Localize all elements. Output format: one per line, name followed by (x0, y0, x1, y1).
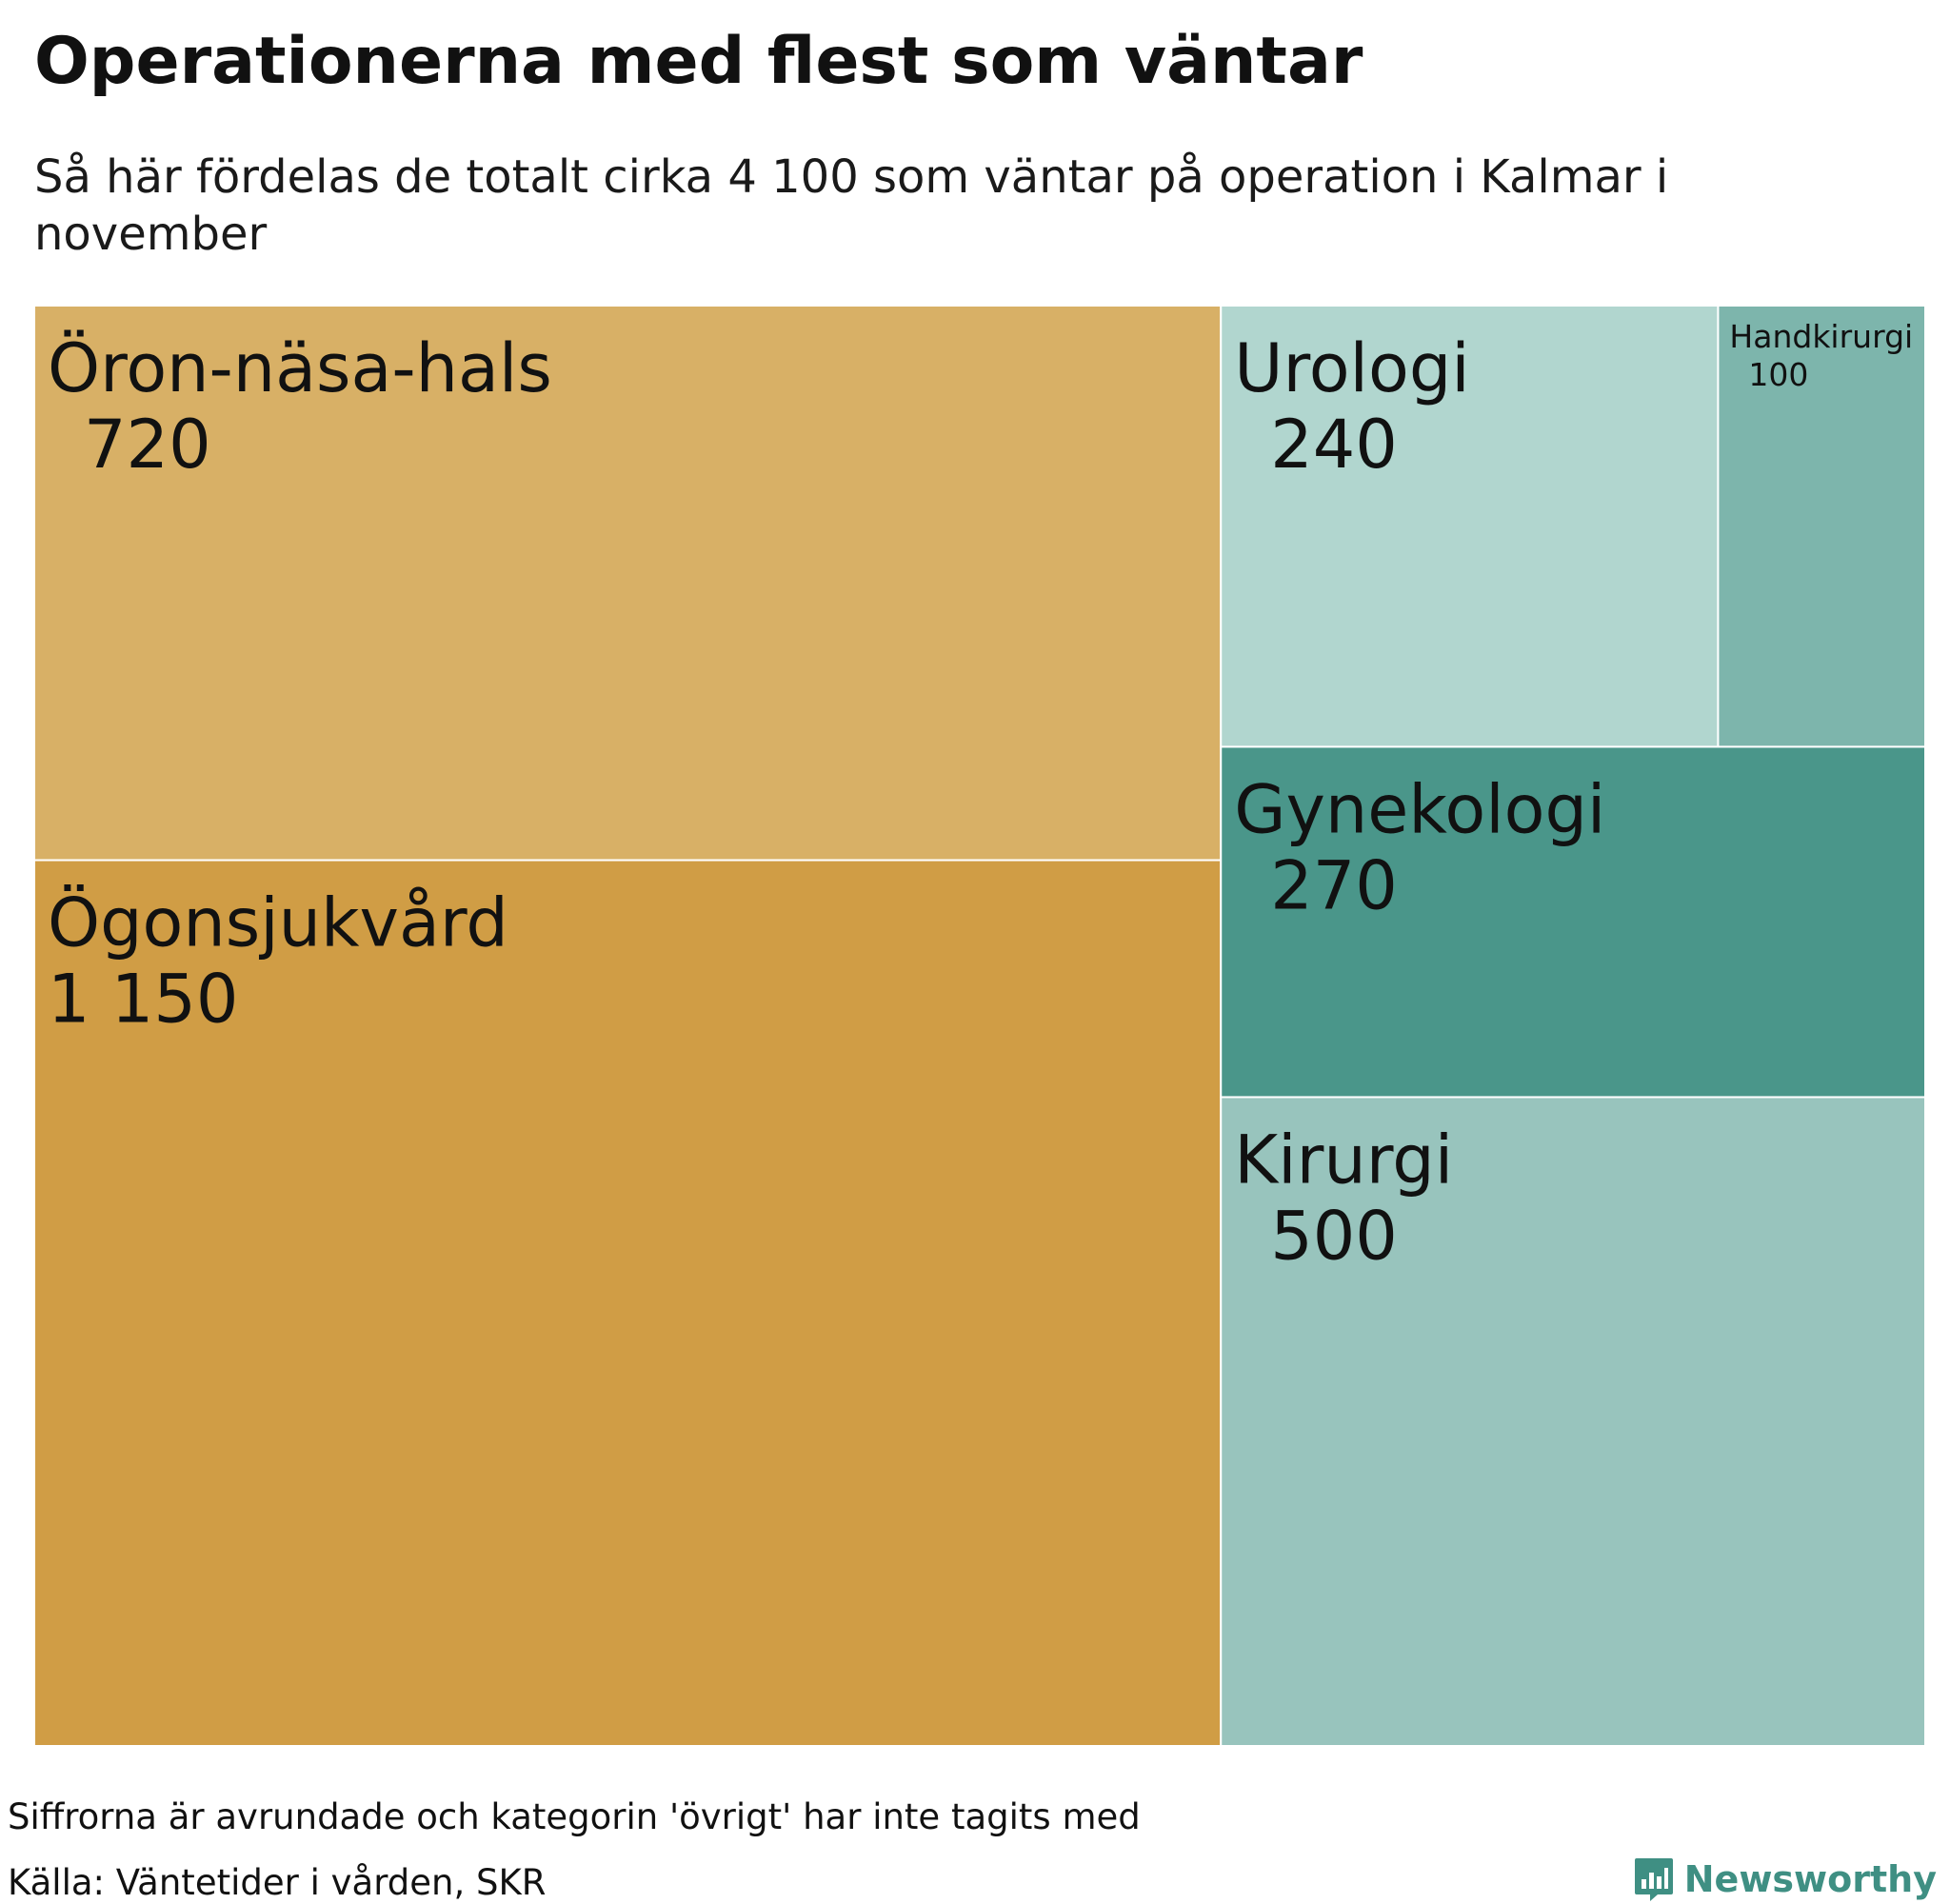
treemap-label: Urologi (1234, 329, 1469, 407)
treemap-value: 1 150 (48, 961, 238, 1039)
treemap-value: 100 (1748, 356, 1808, 393)
treemap-value: 270 (1270, 846, 1398, 924)
treemap-value: 240 (1270, 406, 1398, 484)
chart-title: Operationerna med flest som väntar (34, 24, 1363, 99)
source-text: Källa: Väntetider i vården, SKR (8, 1862, 547, 1903)
treemap-value: 720 (84, 406, 211, 484)
treemap-label: Gynekologi (1234, 770, 1605, 848)
brand-name: Newsworthy (1683, 1858, 1937, 1900)
treemap-value: 500 (1270, 1197, 1398, 1275)
treemap-label: Öron-näsa-hals (48, 329, 552, 407)
newsworthy-logo-icon (1634, 1858, 1673, 1901)
footnote: Siffrorna är avrundade och kategorin 'öv… (8, 1796, 1141, 1837)
chart-subtitle: Så här fördelas de totalt cirka 4 100 so… (34, 150, 1669, 261)
treemap-label: Handkirurgi (1729, 318, 1913, 355)
treemap-label: Kirurgi (1234, 1121, 1453, 1199)
brand-logo: Newsworthy (1633, 1856, 1937, 1902)
treemap-rect (34, 859, 1223, 1746)
treemap-label: Ögonsjukvård (48, 884, 508, 962)
treemap-rect (1220, 745, 1925, 1099)
treemap-rect (34, 306, 1223, 862)
treemap-chart: Öron-näsa-hals 720 Ögonsjukvård 1 150 Urolog… (34, 306, 1925, 1746)
treemap-rect (1717, 306, 1925, 748)
